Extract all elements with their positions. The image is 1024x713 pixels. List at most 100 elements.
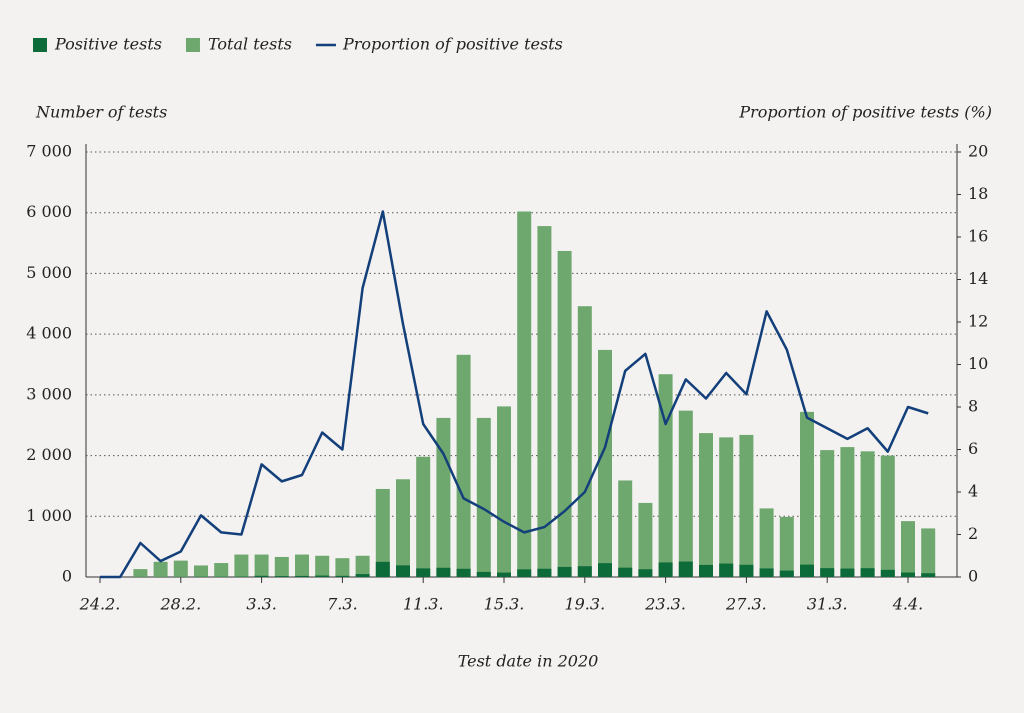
bar bbox=[577, 566, 592, 577]
bar bbox=[699, 433, 713, 577]
bar bbox=[476, 571, 491, 577]
y-tick-label: 1 000 bbox=[26, 506, 72, 525]
y-tick-label: 7 000 bbox=[26, 142, 72, 161]
bar bbox=[779, 516, 794, 577]
y2-tick-label: 20 bbox=[968, 142, 988, 161]
bar bbox=[800, 411, 814, 577]
y2-axis-title: Proportion of positive tests (%) bbox=[738, 103, 992, 122]
bar bbox=[618, 567, 633, 577]
bar bbox=[598, 563, 612, 577]
bar bbox=[618, 480, 633, 577]
bar bbox=[335, 575, 350, 577]
bar bbox=[577, 306, 592, 577]
bar bbox=[497, 572, 511, 577]
bar bbox=[254, 554, 269, 577]
bar bbox=[194, 565, 208, 577]
y-tick-label: 5 000 bbox=[26, 263, 72, 282]
y2-tick-label: 10 bbox=[968, 354, 988, 373]
bar bbox=[820, 568, 835, 577]
y2-tick-label: 2 bbox=[968, 524, 978, 543]
bar bbox=[759, 508, 774, 577]
bar bbox=[921, 528, 936, 577]
bar bbox=[759, 568, 774, 577]
bar bbox=[295, 575, 309, 577]
y2-tick-label: 4 bbox=[968, 482, 978, 501]
bar bbox=[517, 569, 532, 577]
bar bbox=[860, 451, 875, 577]
bar bbox=[901, 521, 915, 577]
bar bbox=[234, 554, 249, 577]
legend-swatch bbox=[33, 38, 47, 52]
bar bbox=[214, 563, 229, 577]
bar bbox=[739, 434, 754, 577]
bar bbox=[416, 568, 431, 577]
bar bbox=[820, 450, 835, 577]
y2-tick-label: 14 bbox=[968, 269, 988, 288]
legend-label: Total tests bbox=[208, 35, 292, 54]
x-tick-label: 7.3. bbox=[327, 595, 358, 614]
bar bbox=[719, 563, 734, 577]
bar bbox=[315, 575, 330, 577]
bar bbox=[779, 570, 794, 577]
x-tick-label: 15.3. bbox=[484, 595, 525, 614]
x-tick-label: 31.3. bbox=[807, 595, 848, 614]
bar bbox=[396, 565, 410, 577]
bar bbox=[396, 479, 410, 577]
y2-tick-label: 6 bbox=[968, 439, 978, 458]
bar bbox=[638, 569, 653, 577]
bar bbox=[456, 354, 471, 577]
bar bbox=[880, 569, 895, 577]
y2-tick-label: 12 bbox=[968, 312, 988, 331]
bar bbox=[598, 349, 612, 577]
legend-label: Proportion of positive tests bbox=[342, 35, 563, 54]
x-tick-label: 28.2. bbox=[159, 595, 201, 614]
y2-tick-label: 18 bbox=[968, 184, 988, 203]
bar bbox=[537, 226, 552, 578]
x-axis-title: Test date in 2020 bbox=[458, 652, 599, 671]
bar bbox=[274, 556, 289, 577]
x-tick-label: 19.3. bbox=[564, 595, 605, 614]
legend-label: Positive tests bbox=[54, 35, 162, 54]
x-tick-label: 4.4. bbox=[892, 595, 924, 614]
y-axis-title: Number of tests bbox=[35, 103, 167, 122]
bar bbox=[375, 561, 390, 577]
bar bbox=[699, 564, 713, 577]
x-tick-label: 11.3. bbox=[403, 595, 444, 614]
bar bbox=[678, 410, 693, 577]
bar bbox=[456, 568, 471, 577]
y-tick-label: 6 000 bbox=[26, 202, 72, 221]
bar bbox=[658, 374, 673, 577]
y2-tick-label: 8 bbox=[968, 397, 978, 416]
bar bbox=[880, 455, 895, 577]
y2-tick-label: 0 bbox=[968, 567, 978, 586]
bar bbox=[335, 558, 350, 577]
bar bbox=[901, 572, 915, 577]
bar bbox=[355, 555, 370, 577]
y-tick-label: 3 000 bbox=[26, 384, 72, 403]
bar bbox=[497, 406, 511, 577]
x-tick-label: 27.3. bbox=[725, 595, 767, 614]
bar bbox=[921, 573, 936, 577]
bar bbox=[840, 447, 855, 577]
bar bbox=[153, 561, 168, 577]
bar bbox=[295, 554, 309, 577]
x-tick-label: 23.3. bbox=[644, 595, 686, 614]
bar bbox=[840, 568, 855, 577]
bar bbox=[436, 417, 451, 577]
bar bbox=[133, 569, 148, 577]
bar bbox=[658, 562, 673, 577]
bar bbox=[416, 456, 431, 577]
bar bbox=[517, 211, 532, 577]
bar bbox=[678, 561, 693, 577]
bar bbox=[557, 250, 572, 577]
bar bbox=[436, 567, 451, 577]
y2-tick-label: 16 bbox=[968, 227, 988, 246]
bar bbox=[274, 576, 289, 577]
x-tick-label: 3.3. bbox=[246, 595, 277, 614]
x-tick-label: 24.2. bbox=[79, 595, 121, 614]
bar bbox=[557, 566, 572, 577]
bar bbox=[860, 568, 875, 577]
y-tick-label: 4 000 bbox=[26, 324, 72, 343]
legend-swatch bbox=[185, 38, 200, 52]
